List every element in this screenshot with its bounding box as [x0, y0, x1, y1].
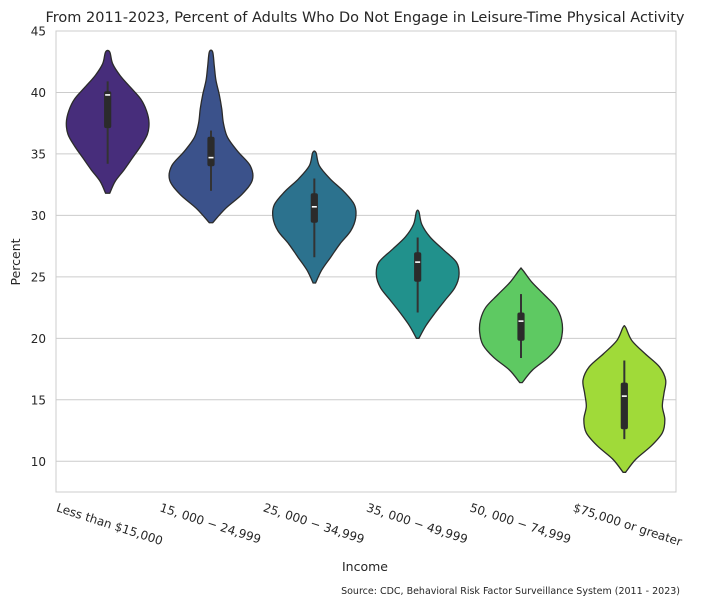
violins [65, 49, 667, 473]
iqr-box-25-000-34-999 [310, 193, 318, 223]
plot-frame [55, 30, 677, 493]
x-tick-label: $75,000 or greater [571, 501, 683, 549]
y-tick-label: 20 [31, 332, 46, 346]
x-tick-label: Less than $15,000 [55, 501, 165, 549]
y-tick-label: 25 [31, 270, 46, 284]
y-tick-label: 10 [31, 455, 46, 469]
y-tick-label: 30 [31, 209, 46, 223]
gridlines [56, 30, 676, 462]
y-tick-label: 45 [31, 25, 46, 39]
source-note: Source: CDC, Behavioral Risk Factor Surv… [341, 586, 680, 597]
y-tick-label: 35 [31, 147, 46, 161]
x-axis-label: Income [342, 559, 388, 574]
iqr-box-50-000-74-999 [517, 312, 525, 341]
y-axis-label: Percent [8, 238, 23, 285]
iqr-box-75-000-or-greater [620, 382, 628, 430]
y-tick-label: 15 [31, 393, 46, 407]
iqr-box-15-000-24-999 [207, 136, 215, 167]
x-tick-label: 25, 000 − 34,999 [261, 501, 366, 547]
chart-title: From 2011-2023, Percent of Adults Who Do… [45, 10, 684, 26]
iqr-box-35-000-49-999 [414, 252, 422, 282]
x-tick-label: 50, 000 − 74,999 [468, 501, 573, 547]
iqr-box-less-than-15-000 [104, 91, 112, 129]
x-tick-label: 35, 000 − 49,999 [365, 501, 470, 547]
x-tick-label: 15, 000 − 24,999 [158, 501, 263, 547]
y-tick-labels: 10 15 20 25 30 35 40 45 [31, 25, 46, 469]
y-tick-label: 40 [31, 86, 46, 100]
